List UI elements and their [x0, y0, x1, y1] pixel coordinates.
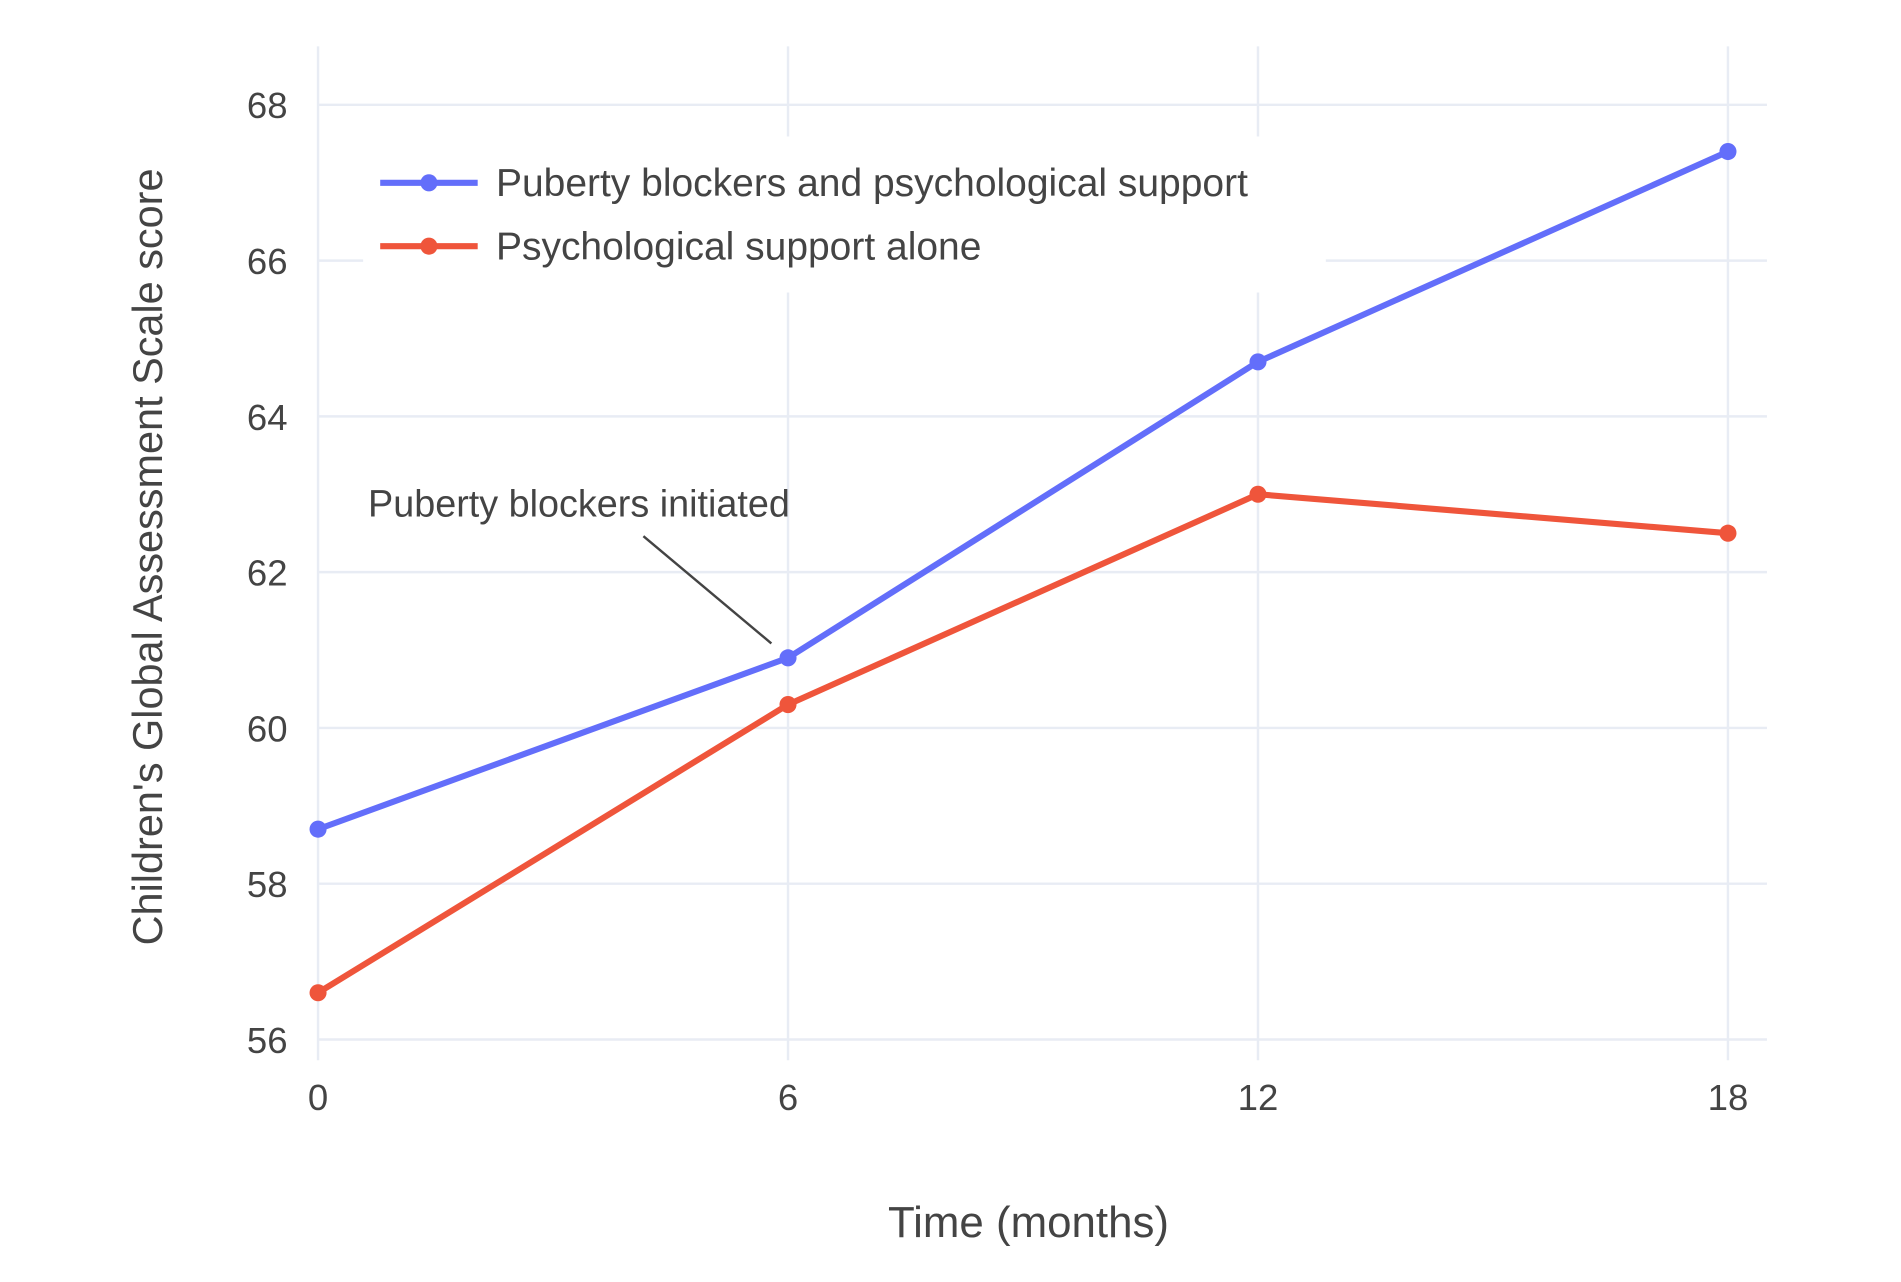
legend-background — [363, 136, 1326, 293]
x-tick-label: 12 — [1238, 1077, 1279, 1118]
series-lines — [309, 143, 1737, 1002]
data-point-1-1[interactable] — [779, 696, 797, 714]
legend-label: Puberty blockers and psychological suppo… — [496, 162, 1248, 205]
legend-swatch-marker — [420, 174, 438, 192]
y-tick-label: 68 — [247, 85, 288, 126]
x-tick-label: 6 — [778, 1077, 798, 1118]
grid: 56 58 60 62 64 66 68 0 6 12 18 — [247, 46, 1767, 1118]
legend: Puberty blockers and psychological suppo… — [363, 136, 1326, 293]
legend-swatch-marker — [420, 237, 438, 255]
series-line-1 — [316, 491, 1729, 996]
y-tick-label: 66 — [247, 241, 288, 282]
series-line-0 — [317, 148, 1730, 833]
data-point-0-1[interactable] — [779, 649, 797, 667]
data-point-0-2[interactable] — [1249, 353, 1267, 371]
x-axis-title: Time (months) — [888, 1198, 1169, 1247]
legend-item-0[interactable]: Puberty blockers and psychological suppo… — [380, 162, 1248, 205]
data-point-1-2[interactable] — [1249, 485, 1267, 503]
data-point-0-3[interactable] — [1719, 143, 1737, 161]
x-tick-label: 18 — [1708, 1077, 1749, 1118]
y-tick-label: 56 — [247, 1020, 288, 1061]
data-point-0-0[interactable] — [309, 820, 327, 838]
data-point-1-0[interactable] — [309, 984, 327, 1002]
y-tick-label: 64 — [247, 397, 288, 438]
annotation-text: Puberty blockers initiated — [368, 484, 790, 526]
annotation-arrow — [642, 535, 773, 645]
legend-item-1[interactable]: Psychological support alone — [380, 226, 981, 269]
annotation: Puberty blockers initiated — [368, 484, 790, 645]
y-tick-label: 62 — [247, 553, 288, 594]
y-axis-title: Children's Global Assessment Scale score — [124, 168, 171, 945]
legend-label: Psychological support alone — [496, 226, 981, 269]
y-tick-label: 58 — [247, 864, 288, 905]
x-tick-label: 0 — [308, 1077, 328, 1118]
y-tick-label: 60 — [247, 708, 288, 749]
data-point-1-3[interactable] — [1719, 524, 1737, 542]
